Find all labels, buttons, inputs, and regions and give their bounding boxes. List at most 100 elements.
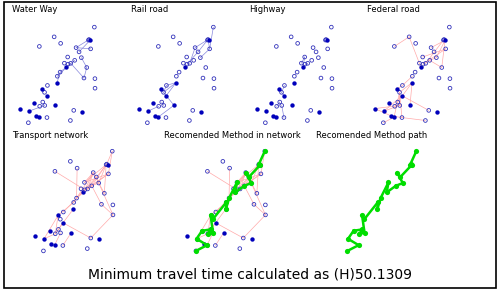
Point bbox=[182, 55, 190, 59]
Point bbox=[162, 93, 170, 98]
Point bbox=[43, 115, 51, 120]
Point bbox=[192, 249, 200, 253]
Point bbox=[280, 83, 288, 88]
Point bbox=[54, 227, 62, 232]
Point bbox=[398, 181, 406, 185]
Point bbox=[198, 229, 206, 233]
Point bbox=[64, 62, 72, 66]
Point bbox=[98, 202, 106, 207]
Point bbox=[40, 103, 48, 108]
Point bbox=[411, 70, 419, 75]
Point bbox=[181, 64, 189, 69]
Text: Water Way: Water Way bbox=[12, 5, 58, 14]
Point bbox=[390, 104, 398, 109]
Point bbox=[200, 242, 207, 246]
Point bbox=[371, 106, 379, 111]
Point bbox=[75, 50, 83, 54]
Point bbox=[52, 231, 60, 236]
Point bbox=[272, 115, 280, 119]
Point bbox=[240, 184, 248, 188]
Point bbox=[50, 243, 58, 247]
Point bbox=[441, 38, 449, 43]
Point bbox=[202, 65, 209, 70]
Point bbox=[59, 220, 67, 225]
Point bbox=[38, 86, 46, 91]
Point bbox=[196, 55, 204, 60]
Point bbox=[247, 181, 255, 185]
Point bbox=[315, 109, 323, 114]
Point bbox=[344, 249, 351, 253]
Point bbox=[376, 196, 384, 200]
Point bbox=[398, 115, 406, 120]
Point bbox=[350, 229, 358, 233]
Point bbox=[298, 61, 306, 66]
Point bbox=[308, 58, 316, 63]
Point bbox=[435, 76, 443, 80]
Point bbox=[191, 45, 199, 50]
Point bbox=[304, 61, 312, 66]
Point bbox=[408, 163, 416, 167]
Point bbox=[78, 109, 86, 114]
Point bbox=[194, 50, 202, 54]
Point bbox=[51, 169, 59, 174]
Point bbox=[358, 227, 366, 232]
Point bbox=[73, 166, 81, 171]
Point bbox=[426, 58, 434, 63]
Point bbox=[60, 61, 68, 66]
Point bbox=[392, 184, 400, 188]
Point bbox=[186, 61, 194, 66]
Point bbox=[405, 35, 413, 39]
Point bbox=[82, 65, 90, 70]
Point bbox=[322, 37, 330, 42]
Point bbox=[158, 100, 166, 104]
Point bbox=[440, 37, 448, 42]
Point bbox=[354, 243, 362, 247]
Point bbox=[256, 163, 264, 167]
Point bbox=[233, 180, 241, 185]
Point bbox=[288, 103, 296, 108]
Point bbox=[242, 170, 250, 175]
Point bbox=[422, 118, 430, 123]
Point bbox=[245, 175, 253, 179]
Point bbox=[390, 115, 398, 119]
Point bbox=[25, 109, 33, 113]
Point bbox=[242, 170, 250, 175]
Text: Federal road: Federal road bbox=[367, 5, 420, 14]
Point bbox=[56, 41, 64, 46]
Point bbox=[36, 44, 44, 49]
Point bbox=[210, 86, 218, 90]
Point bbox=[290, 80, 298, 85]
Point bbox=[374, 200, 382, 205]
Point bbox=[70, 207, 78, 211]
Point bbox=[162, 83, 170, 88]
Point bbox=[432, 55, 440, 60]
Point bbox=[212, 220, 220, 225]
Point bbox=[54, 74, 62, 79]
Point bbox=[160, 103, 168, 108]
Point bbox=[54, 213, 62, 218]
Point bbox=[442, 46, 450, 51]
Point bbox=[247, 181, 255, 185]
Point bbox=[446, 86, 454, 90]
Point bbox=[135, 106, 143, 111]
Point bbox=[84, 246, 92, 251]
Point bbox=[293, 70, 301, 75]
Text: Recomended Method path: Recomended Method path bbox=[316, 131, 427, 140]
Point bbox=[104, 163, 112, 167]
Point bbox=[222, 200, 230, 205]
Point bbox=[276, 86, 283, 91]
Text: Rail road: Rail road bbox=[131, 5, 168, 14]
Point bbox=[109, 203, 117, 207]
Point bbox=[70, 108, 78, 113]
Point bbox=[72, 196, 80, 200]
Point bbox=[210, 25, 218, 30]
Point bbox=[180, 61, 188, 66]
Point bbox=[250, 202, 258, 207]
Point bbox=[236, 187, 244, 191]
Point bbox=[240, 184, 248, 188]
Point bbox=[380, 120, 388, 125]
Point bbox=[272, 44, 280, 49]
Point bbox=[91, 86, 99, 90]
Point bbox=[222, 207, 230, 211]
Point bbox=[204, 169, 212, 174]
